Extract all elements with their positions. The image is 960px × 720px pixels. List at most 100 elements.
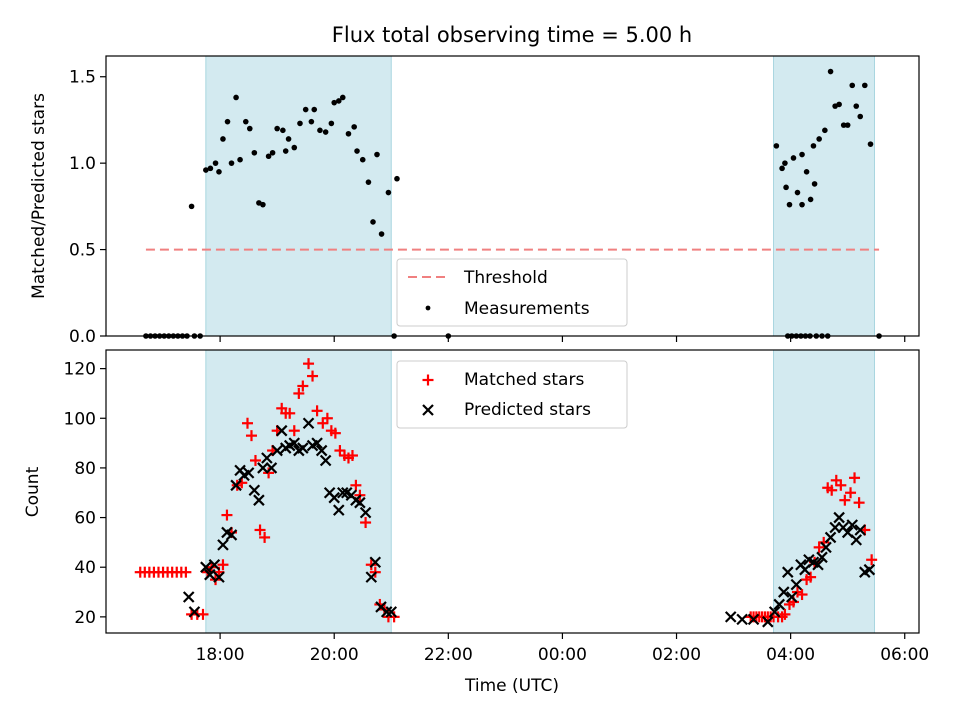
bottom-y-ticks: 20 40 60 80 100 120 [64,360,106,628]
matched-star-point [288,425,300,437]
legend-predicted-swatch [422,404,434,416]
measurement-point [251,149,258,156]
predicted-star-point-b [841,526,854,539]
predicted-star-point [275,424,288,437]
predicted-star-point [311,437,323,449]
y-tick-label: 0.0 [69,327,96,347]
predicted-star-point [768,606,781,618]
x-axis-label: Time (UTC) [464,676,559,696]
predicted-star-point [265,462,278,474]
measurement-point [370,219,376,225]
measurement-point [237,156,243,163]
predicted-star-point [204,568,216,581]
predicted-star-point-b [311,437,323,449]
matched-star-point [360,517,372,529]
matched-star-point [259,531,271,543]
measurement-point [335,98,342,104]
predicted-star-point-b [380,606,393,618]
bottom-legend: Matched stars Predicted stars [396,360,628,429]
measurement-point [331,99,338,106]
predicted-star-point-b [275,424,288,437]
predicted-star-point-b [375,601,387,613]
measurement-point [794,189,801,196]
x-tick-label: 22:00 [424,645,473,665]
predicted-star-point-b [315,444,328,457]
predicted-star-point-b [354,496,366,509]
legend-matched-label: Matched stars [464,370,584,390]
measurement-point [328,120,335,127]
predicted-star-point [785,591,798,603]
predicted-star-point [782,566,794,578]
matched-star-point [805,571,817,583]
legend-predicted-label: Predicted stars [464,400,591,420]
measurement-point [274,125,280,132]
predicted-star-point-b [319,454,332,467]
predicted-star-point-b [302,417,315,430]
predicted-star-point [217,539,229,551]
measurement-point [790,155,797,161]
chart-title: Flux total observing time = 5.00 h [332,23,692,47]
measurement-point [803,169,810,175]
measurement-point [282,148,289,154]
matched-star-point [217,559,229,571]
predicted-star-point [297,442,309,454]
predicted-star-point [369,556,382,569]
matched-star-point [249,454,261,466]
bottom-legend-box [396,360,628,429]
predicted-star-point-b [225,529,238,541]
legend-threshold-label: Threshold [463,268,548,288]
shaded-interval [773,349,875,634]
top-legend-box [396,258,628,327]
legend-measurements-label: Measurements [464,299,590,319]
measurement-point [827,68,834,75]
top-y-axis-label: Matched/Predicted stars [29,93,49,299]
measurement-point [260,201,266,208]
measurement-point [378,231,385,237]
matched-star-point [796,589,808,601]
measurement-point [844,122,851,128]
matched-star-point [779,608,791,620]
legend-matched-swatch [422,374,434,386]
x-tick-label: 04:00 [766,645,815,665]
measurement-point [365,179,372,185]
measurement-point [779,165,785,172]
matched-star-point [293,387,305,399]
predicted-star-point-b [820,541,832,554]
measurement-point [207,165,214,172]
shaded-interval [773,55,875,337]
predicted-star-point [319,454,332,467]
predicted-star-point-b [816,551,828,564]
measurement-point [857,113,864,120]
predicted-star-point [778,586,790,598]
predicted-star-point [354,496,366,509]
predicted-star-point [380,606,393,618]
predicted-star-point [242,467,255,479]
predicted-star-point [332,504,345,516]
predicted-star-point [833,511,845,524]
measurement-point [269,149,276,156]
y-tick-label: 120 [64,360,96,380]
matched-star-point [826,484,838,496]
measurement-point [799,151,805,158]
predicted-star-point-b [230,479,242,492]
measurement-point [220,136,226,142]
predicted-star-point [359,506,372,519]
predicted-star-point-b [812,558,824,571]
predicted-star-point-b [807,556,820,569]
predicted-star-point-b [863,563,876,576]
predicted-star-point-b [778,586,790,598]
measurement-point [816,136,822,142]
predicted-star-point [188,606,201,618]
matched-star-point [245,430,257,442]
legend-predicted-marker [422,404,434,416]
predicted-star-point-b [762,616,774,628]
measurement-point [212,160,219,166]
predicted-star-point-b [253,494,265,506]
measurement-point [246,125,253,132]
predicted-star-point-b [265,462,278,474]
matched-star-point [307,370,319,382]
predicted-star-point-b [297,442,309,454]
measurement-point [265,153,272,160]
measurement-point [322,129,329,135]
